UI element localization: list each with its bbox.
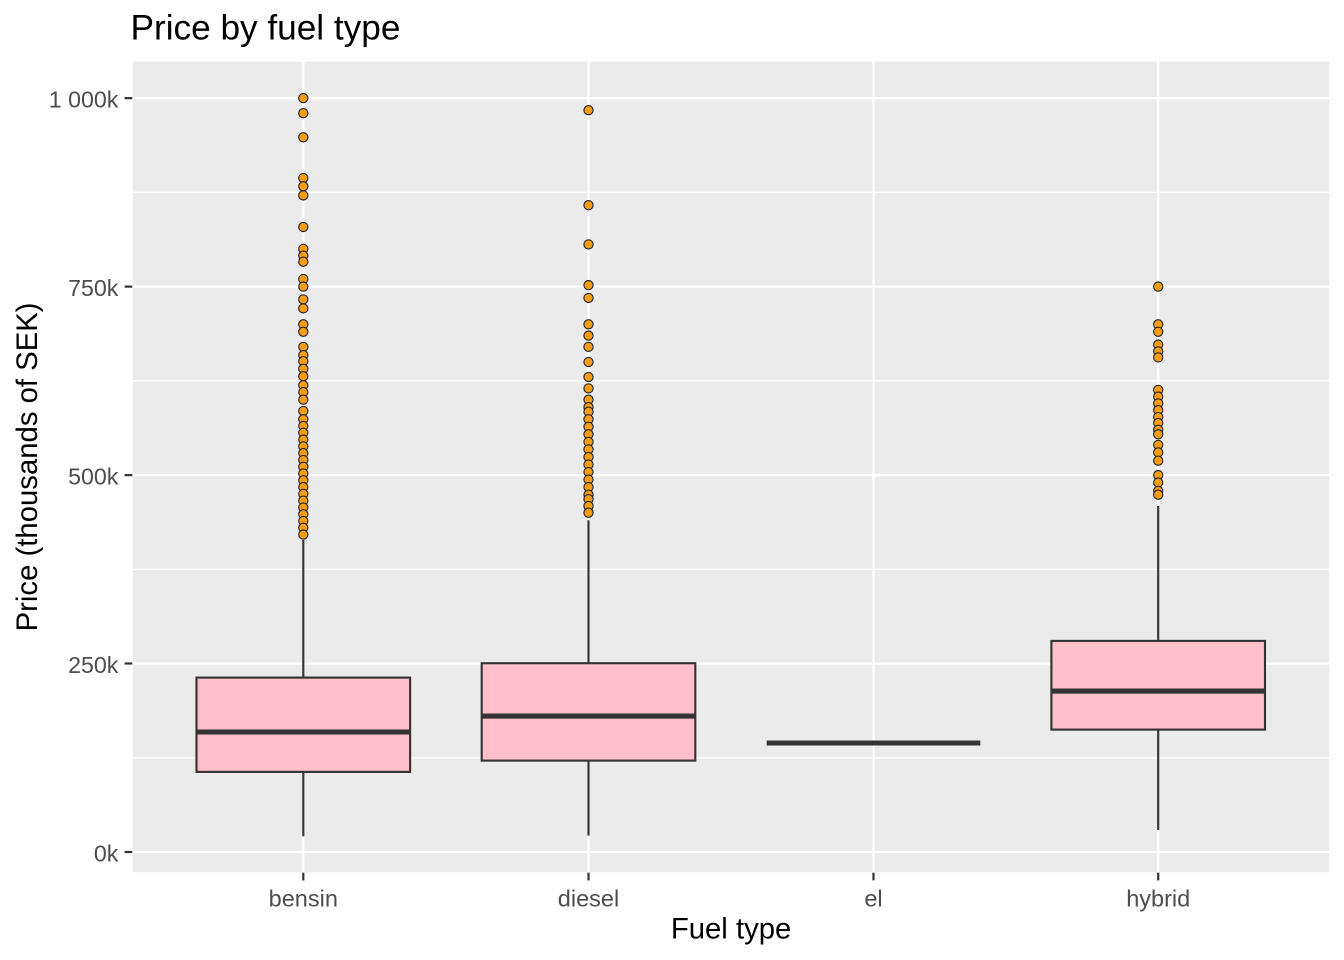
svg-text:Fuel type: Fuel type bbox=[671, 913, 792, 946]
svg-text:bensin: bensin bbox=[269, 886, 338, 912]
svg-text:500k: 500k bbox=[68, 464, 119, 490]
svg-text:250k: 250k bbox=[68, 652, 119, 678]
svg-text:Price by fuel type: Price by fuel type bbox=[131, 9, 401, 48]
svg-text:0k: 0k bbox=[94, 841, 119, 867]
svg-text:750k: 750k bbox=[68, 275, 119, 301]
svg-text:Price (thousands of SEK): Price (thousands of SEK) bbox=[11, 302, 44, 631]
svg-text:el: el bbox=[864, 886, 882, 912]
svg-text:diesel: diesel bbox=[558, 886, 619, 912]
svg-text:hybrid: hybrid bbox=[1126, 886, 1190, 912]
svg-text:1 000k: 1 000k bbox=[49, 87, 119, 113]
